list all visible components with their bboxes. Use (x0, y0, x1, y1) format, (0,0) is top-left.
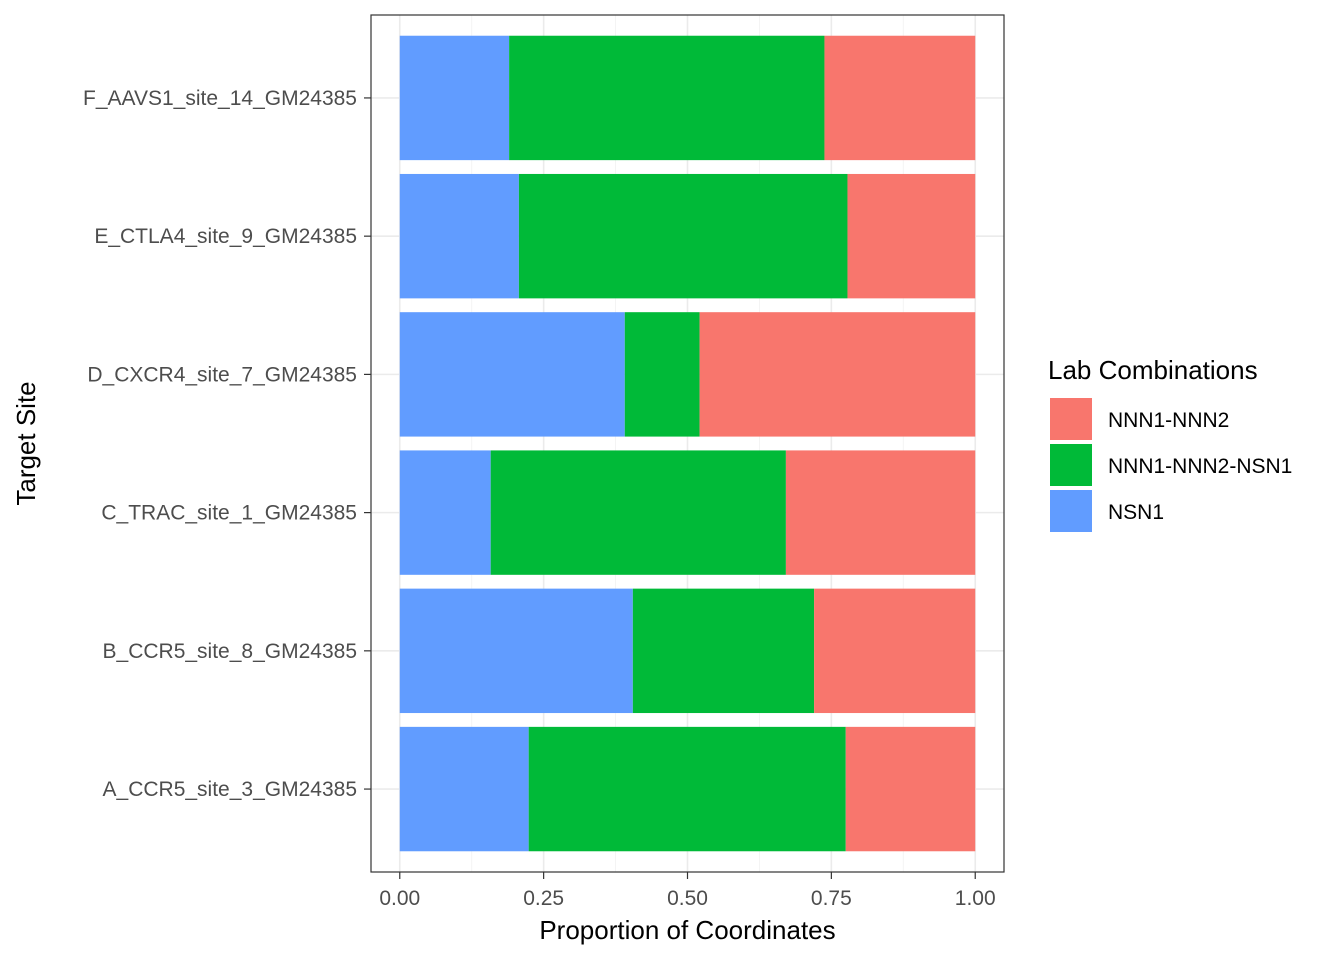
bars (399, 35, 976, 852)
bar-nnn1-nnn2-nsn1-d_cxcr4_site_7_gm24385 (624, 312, 700, 437)
x-tick-label: 0.25 (523, 887, 564, 910)
bar-nnn1-nnn2-c_trac_site_1_gm24385 (785, 450, 976, 575)
bar-nnn1-nnn2-nsn1-e_ctla4_site_9_gm24385 (518, 173, 848, 299)
bar-nsn1-b_ccr5_site_8_gm24385 (399, 588, 633, 714)
bar-nsn1-f_aavs1_site_14_gm24385 (399, 35, 510, 161)
y-axis: A_CCR5_site_3_GM24385 B_CCR5_site_8_GM243… (83, 87, 371, 801)
legend: Lab Combinations NNN1-NNN2 NNN1-NNN2-NSN1… (1048, 355, 1292, 532)
legend-label: NNN1-NNN2-NSN1 (1108, 455, 1292, 478)
bar-nnn1-nnn2-e_ctla4_site_9_gm24385 (847, 173, 976, 299)
x-tick-label: 0.75 (811, 887, 852, 910)
legend-title: Lab Combinations (1048, 355, 1258, 385)
bar-nsn1-d_cxcr4_site_7_gm24385 (399, 312, 625, 437)
legend-key-nnn1-nnn2 (1050, 398, 1092, 440)
y-axis-title: Target Site (11, 381, 41, 505)
x-axis: 0.00 0.25 0.50 0.75 1.00 (379, 872, 996, 910)
x-tick-label: 0.50 (667, 887, 708, 910)
bar-nnn1-nnn2-nsn1-a_ccr5_site_3_gm24385 (528, 726, 846, 852)
y-tick-label: D_CXCR4_site_7_GM24385 (87, 363, 357, 386)
legend-label: NNN1-NNN2 (1108, 409, 1229, 432)
bar-nnn1-nnn2-f_aavs1_site_14_gm24385 (824, 35, 976, 161)
bar-nsn1-c_trac_site_1_gm24385 (399, 450, 491, 575)
bar-nnn1-nnn2-nsn1-b_ccr5_site_8_gm24385 (632, 588, 815, 714)
bar-nnn1-nnn2-d_cxcr4_site_7_gm24385 (699, 312, 976, 437)
legend-key-nsn1 (1050, 490, 1092, 532)
x-tick-label: 1.00 (955, 887, 996, 910)
legend-key-nnn1-nnn2-nsn1 (1050, 444, 1092, 486)
y-tick-label: C_TRAC_site_1_GM24385 (101, 502, 357, 525)
bar-nsn1-e_ctla4_site_9_gm24385 (399, 173, 519, 299)
y-tick-label: E_CTLA4_site_9_GM24385 (94, 225, 357, 248)
bar-nsn1-a_ccr5_site_3_gm24385 (399, 726, 529, 852)
bar-nnn1-nnn2-nsn1-f_aavs1_site_14_gm24385 (509, 35, 825, 161)
y-tick-label: A_CCR5_site_3_GM24385 (103, 778, 357, 801)
legend-label: NSN1 (1108, 501, 1164, 524)
bar-nnn1-nnn2-a_ccr5_site_3_gm24385 (845, 726, 976, 852)
bar-nnn1-nnn2-nsn1-c_trac_site_1_gm24385 (490, 450, 786, 575)
x-tick-label: 0.00 (379, 887, 420, 910)
y-tick-label: F_AAVS1_site_14_GM24385 (83, 87, 357, 110)
bar-nnn1-nnn2-b_ccr5_site_8_gm24385 (814, 588, 976, 714)
x-axis-title: Proportion of Coordinates (539, 915, 835, 945)
y-tick-label: B_CCR5_site_8_GM24385 (103, 640, 357, 663)
